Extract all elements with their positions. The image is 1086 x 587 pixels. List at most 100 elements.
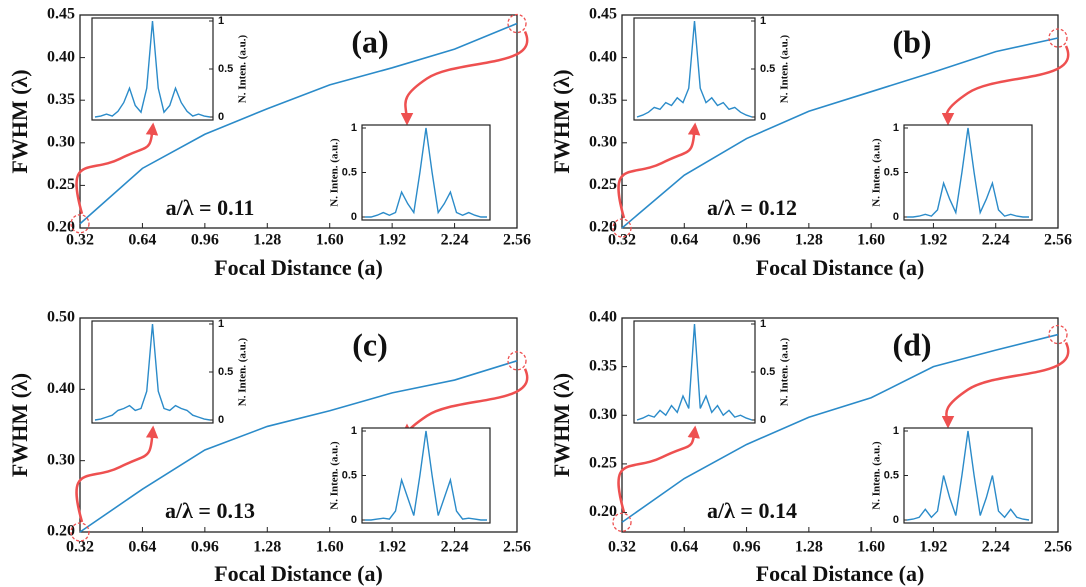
data-line (79, 360, 518, 533)
x-tick-label: 1.60 (316, 539, 344, 556)
data-line (621, 333, 1059, 523)
inset-frame (903, 427, 1033, 524)
x-tick-label: 0.96 (191, 539, 219, 556)
inset-y-tick-label: 0.5 (760, 63, 775, 75)
inset-y-label: N. Inten. (a.u.) (871, 138, 883, 207)
y-tick-label: 0.20 (47, 523, 75, 540)
inset-frame (91, 17, 214, 121)
highlight-circle (612, 512, 632, 532)
inset-y-tick-label: 1 (351, 122, 357, 134)
inset-line (636, 323, 753, 421)
inset-y-label: N. Inten. (a.u.) (329, 441, 341, 510)
inset-line (365, 430, 487, 521)
inset-line (906, 430, 1030, 521)
y-tick-label: 0.30 (589, 133, 617, 150)
highlight-circle (507, 351, 527, 371)
y-tick-label: 0.40 (589, 48, 617, 65)
annotation: a/λ = 0.13 (165, 498, 255, 523)
inset-y-tick-label: 0 (351, 211, 357, 223)
y-tick-label: 0.30 (47, 133, 75, 150)
y-tick-label: 0.30 (47, 451, 75, 468)
x-tick-label: 2.56 (503, 232, 531, 249)
inset-frame (91, 320, 214, 424)
x-tick-label: 1.92 (919, 539, 947, 556)
x-axis-label: Focal Distance (a) (756, 255, 925, 280)
x-tick-label: 1.28 (795, 232, 823, 249)
highlight-circle (70, 214, 90, 234)
inset-y-tick-label: 0 (893, 211, 899, 223)
inset-y-label: N. Inten. (a.u.) (237, 337, 249, 406)
inset-y-label: N. Inten. (a.u.) (779, 337, 791, 406)
x-tick-label: 1.92 (919, 232, 947, 249)
inset-y-tick-label: 1 (760, 15, 766, 27)
inset-y-tick-label: 0 (218, 111, 224, 123)
y-tick-label: 0.20 (47, 219, 75, 236)
x-tick-label: 0.32 (66, 539, 94, 556)
x-tick-label: 2.24 (982, 232, 1010, 249)
x-tick-label: 1.60 (857, 539, 885, 556)
inset-y-tick-label: 1 (893, 425, 899, 437)
y-axis-label: FWHM (λ) (7, 69, 32, 173)
x-tick-label: 2.56 (1044, 232, 1072, 249)
inset-y-tick-label: 0 (760, 111, 766, 123)
inset-frame (361, 427, 491, 524)
x-tick-label: 0.96 (191, 232, 219, 249)
x-tick-label: 1.28 (253, 539, 281, 556)
annotation: a/λ = 0.11 (166, 195, 255, 220)
x-tick-label: 0.96 (733, 539, 761, 556)
panel-title: (a) (351, 23, 388, 59)
arrow (400, 368, 529, 437)
inset-frame (633, 320, 756, 424)
inset-line (907, 127, 1029, 218)
y-axis-label: FWHM (λ) (549, 373, 574, 477)
plot-frame (621, 317, 1059, 533)
inset-line (365, 127, 487, 218)
y-tick-label: 0.25 (47, 176, 75, 193)
x-axis-label: Focal Distance (a) (214, 255, 383, 280)
x-tick-label: 2.24 (982, 539, 1010, 556)
annotation: a/λ = 0.14 (707, 498, 797, 523)
inset-y-tick-label: 0 (351, 514, 357, 526)
inset-y-label: N. Inten. (a.u.) (329, 138, 341, 207)
x-tick-label: 0.32 (608, 539, 636, 556)
inset-frame (361, 124, 491, 221)
plot-frame (79, 317, 518, 533)
inset-y-tick-label: 0 (218, 414, 224, 426)
inset-y-label: N. Inten. (a.u.) (237, 34, 249, 103)
inset-y-label: N. Inten. (a.u.) (779, 34, 791, 103)
arrow (617, 425, 700, 513)
inset-y-label: N. Inten. (a.u.) (871, 441, 883, 510)
x-tick-label: 2.24 (441, 539, 469, 556)
highlight-circle (1048, 28, 1068, 48)
x-tick-label: 1.60 (316, 232, 344, 249)
y-tick-label: 0.50 (47, 309, 75, 326)
inset-frame (903, 124, 1033, 221)
x-tick-label: 0.64 (670, 539, 698, 556)
inset-y-tick-label: 0.5 (342, 166, 357, 178)
arrow (941, 45, 1070, 126)
x-tick-label: 2.56 (503, 539, 531, 556)
x-tick-label: 1.92 (378, 232, 406, 249)
inset-y-tick-label: 0 (760, 414, 766, 426)
arrow (617, 122, 701, 219)
highlight-circle (70, 522, 90, 542)
panel-title: (c) (352, 326, 388, 362)
y-tick-label: 0.25 (589, 176, 617, 193)
inset-y-tick-label: 1 (351, 425, 357, 437)
inset-y-tick-label: 0.5 (760, 366, 775, 378)
x-tick-label: 0.32 (608, 232, 636, 249)
inset-y-tick-label: 0.5 (342, 469, 357, 481)
data-line (79, 22, 518, 225)
highlight-circle (612, 218, 632, 238)
inset-y-tick-label: 1 (218, 15, 224, 27)
inset-y-tick-label: 1 (893, 122, 899, 134)
y-tick-label: 0.35 (47, 91, 75, 108)
y-tick-label: 0.40 (589, 309, 617, 326)
inset-line (94, 323, 211, 421)
inset-line (636, 20, 753, 118)
x-tick-label: 0.96 (733, 232, 761, 249)
x-tick-label: 1.60 (857, 232, 885, 249)
y-tick-label: 0.20 (589, 219, 617, 236)
y-tick-label: 0.30 (589, 406, 617, 423)
